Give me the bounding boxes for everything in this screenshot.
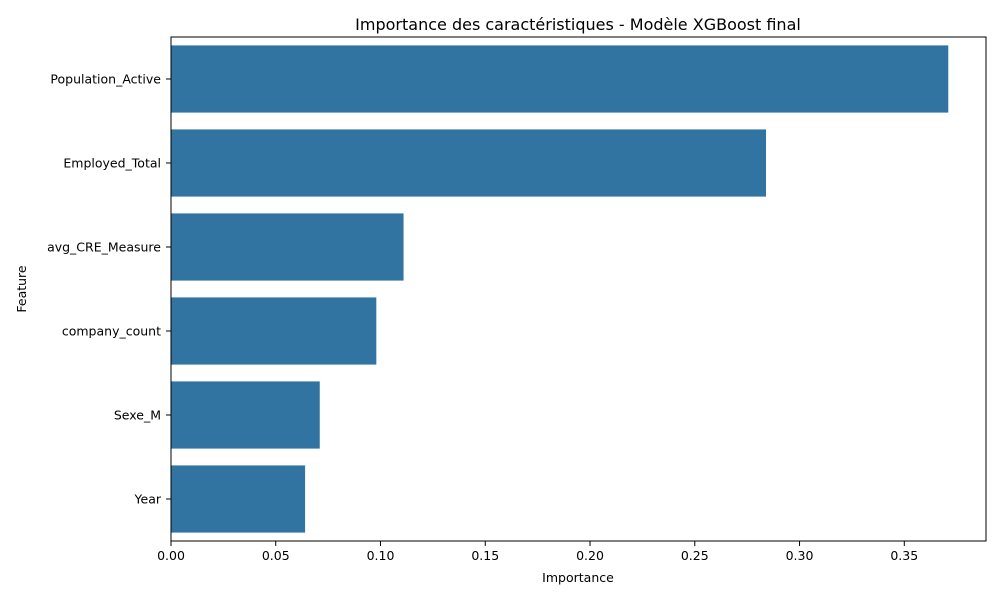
y-tick-label: company_count	[62, 324, 161, 339]
x-axis-label: Importance	[542, 570, 614, 585]
y-tick-label: Employed_Total	[63, 156, 161, 171]
y-tick-label: Population_Active	[50, 72, 161, 87]
bar-avg-cre-measure	[171, 213, 404, 281]
bar-employed-total	[171, 129, 767, 197]
y-tick-label: Sexe_M	[114, 408, 161, 423]
plot-frame	[170, 36, 987, 542]
x-tick-label: 0.10	[367, 548, 395, 563]
y-tick-label: Year	[134, 492, 162, 507]
x-tick-label: 0.20	[576, 548, 604, 563]
bar-year	[171, 465, 306, 533]
bar-company-count	[171, 297, 377, 365]
bars-group	[171, 45, 949, 533]
x-axis-ticks: 0.00 0.05 0.10 0.15 0.20 0.25 0.30 0.35	[157, 541, 918, 563]
y-axis-ticks: Population_Active Employed_Total avg_CRE_M…	[47, 72, 171, 507]
x-tick-label: 0.30	[786, 548, 814, 563]
bar-sexe-m	[171, 381, 320, 449]
x-tick-label: 0.25	[681, 548, 709, 563]
chart-title: Importance des caractéristiques - Modèle…	[355, 15, 801, 34]
x-tick-label: 0.05	[262, 548, 290, 563]
y-tick-label: avg_CRE_Measure	[47, 240, 161, 255]
x-tick-label: 0.00	[157, 548, 185, 563]
bar-population-active	[171, 45, 949, 113]
x-tick-label: 0.35	[890, 548, 918, 563]
x-tick-label: 0.15	[471, 548, 499, 563]
y-axis-label: Feature	[14, 265, 29, 313]
